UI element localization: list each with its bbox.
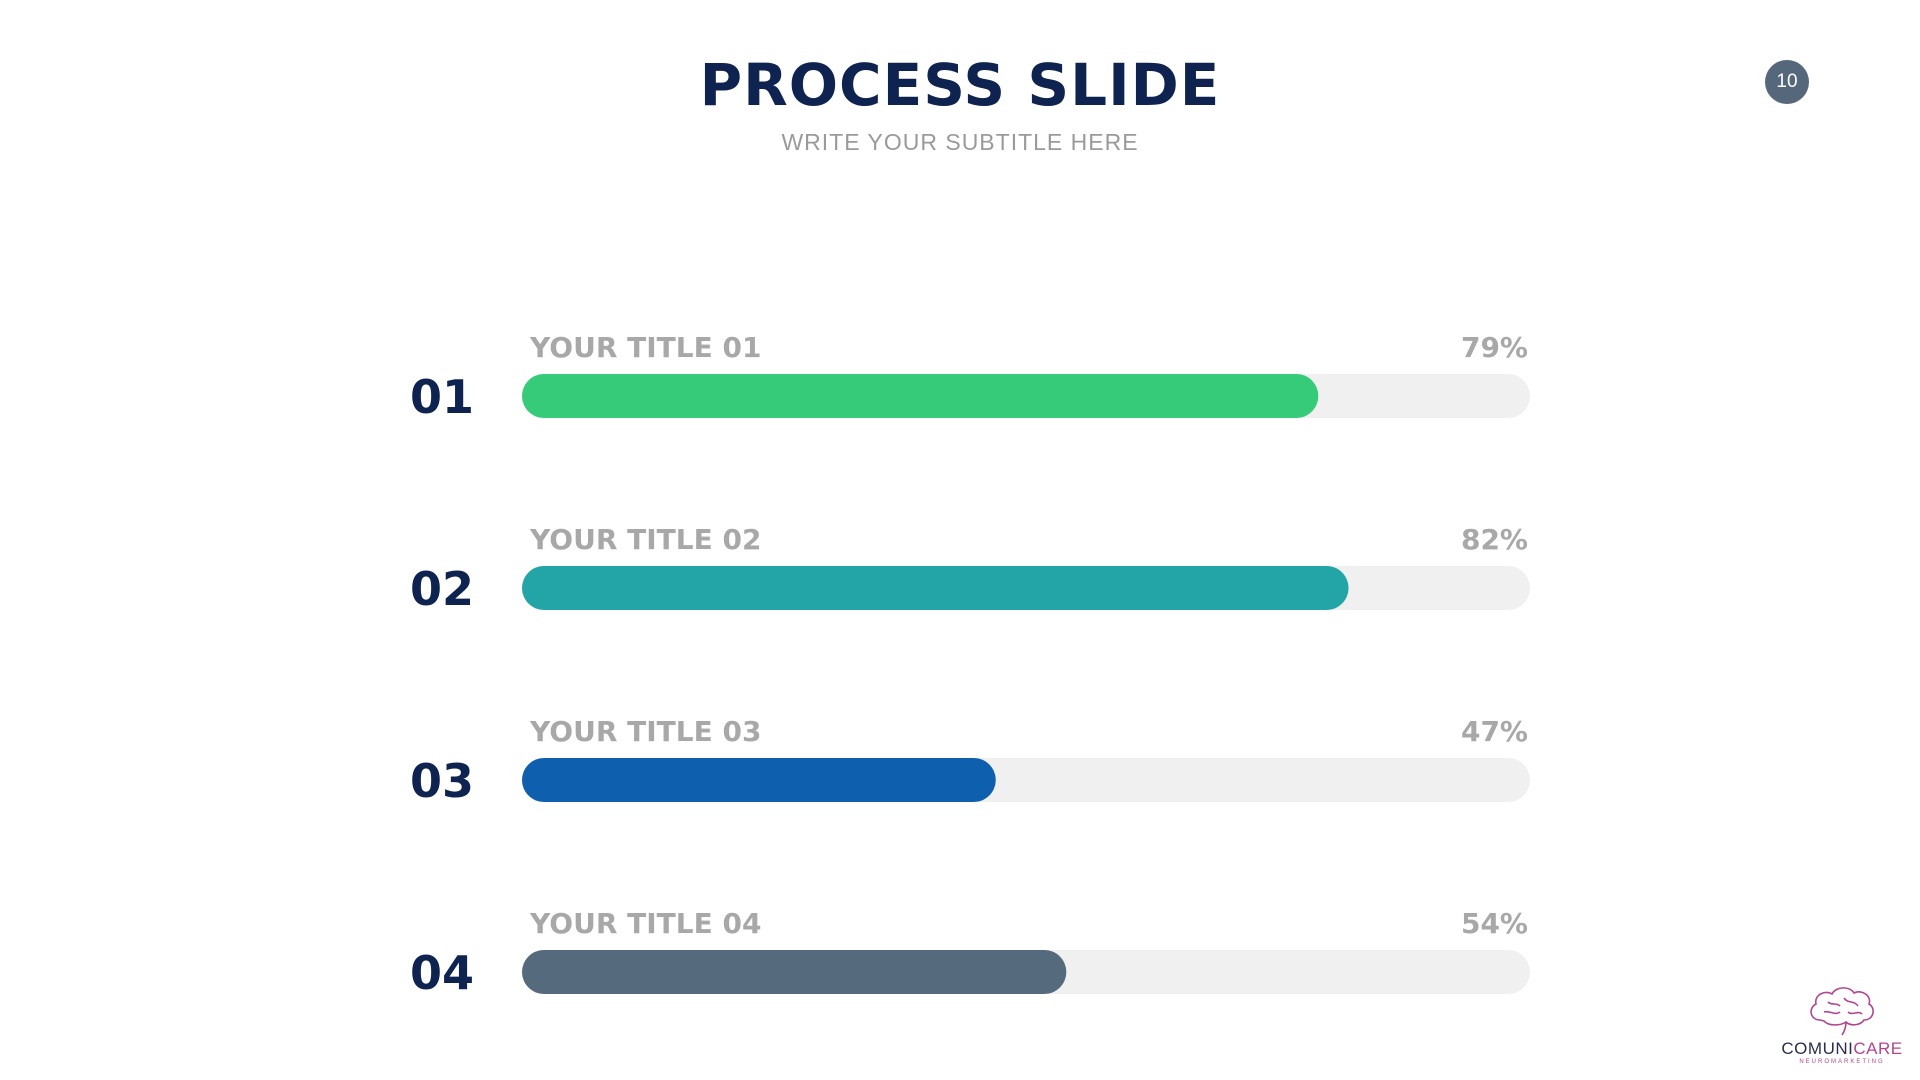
step-number: 04 [410,946,474,1000]
slide-title: PROCESS SLIDE [699,51,1221,119]
logo-wordmark-part1: COMUNI [1781,1039,1854,1058]
bar-fill [522,566,1349,610]
bar-fill [522,758,996,802]
item-label: YOUR TITLE 03 [529,715,761,748]
page-number-badge: 10 [1765,60,1809,104]
step-number: 02 [410,562,474,616]
logo-wordmark: COMUNICARE [1772,1040,1912,1058]
value-label: 82% [1461,523,1528,556]
brain-icon [1810,987,1874,1036]
value-label: 79% [1461,331,1528,364]
company-logo: COMUNICARE NEUROMARKETING [1772,980,1912,1068]
step-number: 01 [410,370,474,424]
logo-tagline: NEUROMARKETING [1799,1059,1885,1065]
item-label: YOUR TITLE 02 [529,523,761,556]
item-label: YOUR TITLE 01 [529,331,761,364]
step-number: 03 [410,754,474,808]
bar-fill [522,950,1067,994]
logo-wordmark-part2: CARE [1853,1039,1903,1058]
bar-fill [522,374,1319,418]
value-label: 54% [1461,907,1528,940]
slide-subtitle: WRITE YOUR SUBTITLE HERE [781,129,1139,155]
item-label: YOUR TITLE 04 [529,907,761,940]
value-label: 47% [1461,715,1528,748]
